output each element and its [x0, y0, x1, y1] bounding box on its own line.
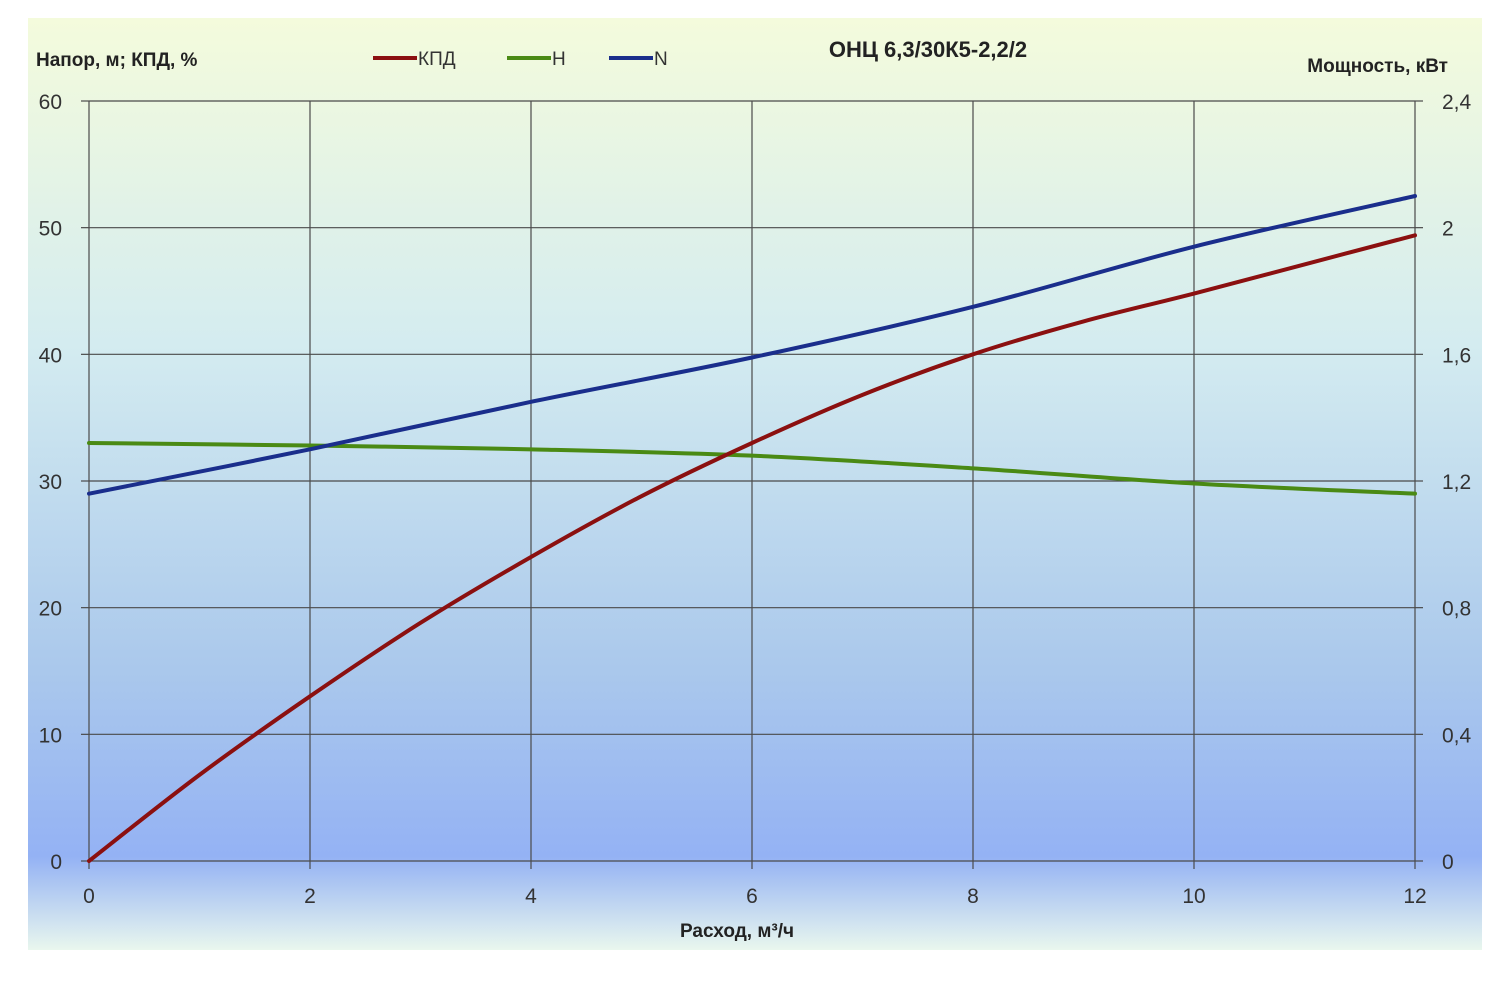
x-tick-label: 12 [1403, 885, 1426, 908]
series-line-head [87, 441, 1417, 496]
y-left-tick-label: 20 [39, 598, 62, 621]
y-right-tick-label: 1,2 [1442, 471, 1471, 494]
legend-label-efficiency: КПД [418, 49, 456, 70]
y-left-tick-label: 0 [50, 851, 62, 874]
x-tick-label: 0 [83, 885, 95, 908]
x-tick-label: 6 [746, 885, 758, 908]
x-tick-label: 10 [1182, 885, 1205, 908]
chart-background [28, 18, 1482, 950]
x-tick-label: 2 [304, 885, 316, 908]
x-tick-label: 4 [525, 885, 537, 908]
series-line-power [87, 194, 1417, 496]
y-left-tick-label: 40 [39, 344, 62, 367]
y-right-tick-label: 0 [1442, 851, 1454, 874]
y-right-axis-title: Мощность, кВт [1307, 56, 1448, 77]
y-left-tick-label: 50 [39, 218, 62, 241]
grid [81, 100, 1423, 869]
chart-title: ОНЦ 6,3/30К5-2,2/2 [829, 37, 1027, 62]
y-left-tick-label: 60 [39, 91, 62, 114]
y-right-tick-label: 0,4 [1442, 724, 1472, 747]
y-left-tick-label: 30 [39, 471, 62, 494]
x-tick-label: 8 [967, 885, 979, 908]
y-left-axis-title: Напор, м; КПД, % [36, 50, 198, 71]
series-lines [87, 194, 1417, 863]
legend-label-head: H [552, 49, 566, 70]
y-right-tick-label: 2 [1442, 218, 1454, 241]
y-left-tick-label: 10 [39, 724, 62, 747]
series-line-efficiency [87, 233, 1417, 863]
legend-label-power: N [654, 49, 668, 70]
y-right-tick-label: 1,6 [1442, 344, 1471, 367]
y-right-tick-label: 2,4 [1442, 91, 1472, 114]
x-axis-title: Расход, м³/ч [680, 921, 794, 942]
y-right-tick-label: 0,8 [1442, 598, 1471, 621]
legend: КПД H N [373, 49, 668, 70]
axis-ticks: 0 2 4 6 8 10 120 010 0,420 0,830 1,240 1,650 260 2,4 [39, 91, 1472, 908]
